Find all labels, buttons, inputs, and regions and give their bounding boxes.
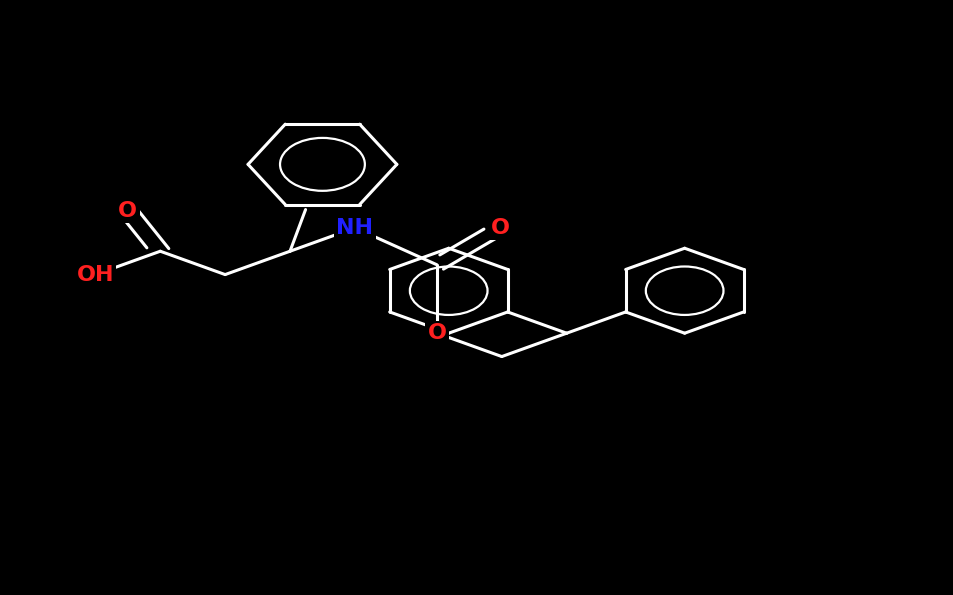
Text: NH: NH bbox=[336, 218, 373, 238]
Text: O: O bbox=[490, 218, 509, 238]
Text: OH: OH bbox=[76, 265, 114, 284]
Text: O: O bbox=[427, 323, 446, 343]
Text: O: O bbox=[118, 201, 137, 221]
